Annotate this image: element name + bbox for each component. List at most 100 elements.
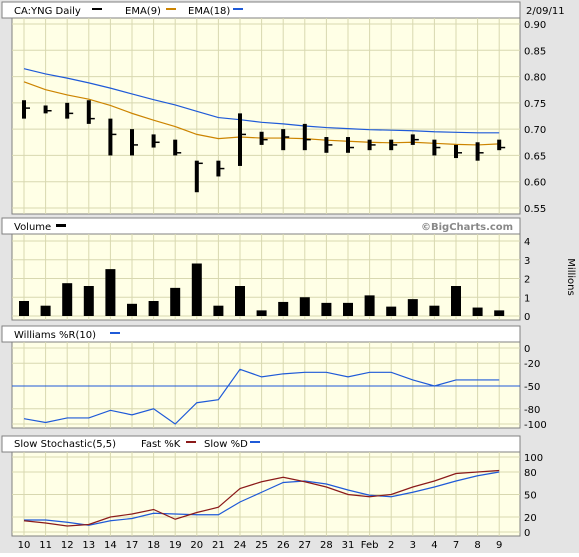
price-bar xyxy=(475,142,480,161)
price-bar xyxy=(281,129,286,151)
symbol-label: CA:YNG Daily xyxy=(14,6,81,17)
price-bar xyxy=(130,129,134,156)
slow-d-label: Slow %D xyxy=(204,439,248,450)
x-tick-label: 31 xyxy=(342,540,355,551)
price-bar xyxy=(22,100,26,119)
x-tick-label: Feb xyxy=(361,540,379,551)
volume-bar xyxy=(83,286,94,316)
volume-bar xyxy=(170,287,181,316)
volume-legend-swatch xyxy=(56,224,66,227)
volume-bar xyxy=(148,301,159,316)
volume-bar xyxy=(429,305,440,316)
price-bar xyxy=(238,113,242,166)
ema18-line xyxy=(23,68,500,134)
williams-tick-label: -50 xyxy=(524,382,540,393)
williams-panel xyxy=(11,341,521,429)
volume-unit-label: Millions xyxy=(565,258,576,295)
williams-label: Williams %R(10) xyxy=(14,330,96,341)
x-tick-label: 8 xyxy=(474,540,480,551)
price-tick-label: 0.55 xyxy=(524,204,546,215)
stoch-grid xyxy=(12,452,520,536)
x-tick-label: 13 xyxy=(82,540,95,551)
x-tick-label: 17 xyxy=(126,540,139,551)
volume-bar xyxy=(256,310,267,316)
volume-tick-label: 2 xyxy=(524,275,530,286)
x-tick-label: 7 xyxy=(453,540,459,551)
price-bar xyxy=(194,160,199,193)
williams-tick-label: 0 xyxy=(524,344,530,355)
price-bar xyxy=(454,144,458,159)
watermark: ©BigCharts.com xyxy=(421,222,513,233)
price-bar xyxy=(173,139,178,156)
volume-tick-label: 4 xyxy=(524,237,530,248)
price-legend-swatch xyxy=(92,8,102,10)
price-bar xyxy=(346,137,350,153)
volume-bar xyxy=(299,297,310,316)
volume-bar xyxy=(451,286,461,316)
ema9-label: EMA(9) xyxy=(125,6,161,17)
williams-tick-label: -20 xyxy=(524,359,540,370)
price-tick-label: 0.90 xyxy=(524,20,546,31)
price-tick-label: 0.70 xyxy=(524,125,546,136)
price-bar xyxy=(497,139,502,151)
williams-line xyxy=(23,368,500,425)
x-tick-label: 26 xyxy=(277,540,290,551)
volume-bar xyxy=(386,306,397,316)
volume-bar xyxy=(472,307,483,316)
volume-panel xyxy=(11,233,521,321)
x-tick-label: 19 xyxy=(169,540,182,551)
volume-bar xyxy=(19,301,29,316)
volume-bar xyxy=(191,263,202,316)
stoch-tick-label: 80 xyxy=(524,468,537,479)
volume-bar xyxy=(494,310,505,316)
x-tick-label: 18 xyxy=(147,540,160,551)
slow-d-legend-swatch xyxy=(250,441,260,443)
volume-bar xyxy=(105,269,116,316)
price-tick-label: 0.60 xyxy=(524,178,546,189)
volume-bar xyxy=(213,305,224,316)
x-tick-label: 3 xyxy=(410,540,416,551)
ema18-label: EMA(18) xyxy=(188,6,230,17)
price-bar xyxy=(43,105,48,114)
x-tick-label: 27 xyxy=(298,540,311,551)
volume-bars xyxy=(19,263,505,316)
price-bar xyxy=(302,123,307,151)
volume-bar xyxy=(278,301,289,316)
volume-bar xyxy=(40,305,51,316)
volume-bar xyxy=(343,302,353,316)
chart-date: 2/09/11 xyxy=(526,6,565,17)
x-axis: 10 11 12 13 14 17 18 19 20 21 24 25 26 27 28 31 Feb 2 3 4 7 8… xyxy=(18,540,503,551)
volume-bar xyxy=(62,283,73,316)
stoch-tick-label: 0 xyxy=(524,528,530,539)
x-tick-label: 28 xyxy=(320,540,333,551)
volume-bar xyxy=(364,295,375,316)
price-grid xyxy=(12,18,520,214)
fast-k-legend-swatch xyxy=(186,441,196,443)
price-bar xyxy=(86,100,91,124)
ema9-legend-swatch xyxy=(166,8,176,10)
price-tick-label: 0.75 xyxy=(524,99,546,110)
x-tick-label: 2 xyxy=(388,540,394,551)
williams-legend-swatch xyxy=(110,332,120,334)
price-bar xyxy=(65,102,70,119)
williams-tick-label: -80 xyxy=(524,405,540,416)
stoch-tick-label: 20 xyxy=(524,513,537,524)
volume-bar xyxy=(127,303,137,316)
x-tick-label: 11 xyxy=(39,540,52,551)
ema18-legend-swatch xyxy=(233,8,243,10)
price-bar xyxy=(151,134,156,148)
price-bar xyxy=(108,118,113,156)
price-bar xyxy=(259,131,264,145)
price-tick-label: 0.65 xyxy=(524,151,546,162)
x-tick-label: 20 xyxy=(190,540,203,551)
x-tick-label: 14 xyxy=(104,540,117,551)
williams-marks xyxy=(12,368,520,425)
x-tick-label: 9 xyxy=(496,540,502,551)
williams-y-axis: 0 -20 -50 -80 -100 xyxy=(524,344,547,431)
stoch-marks xyxy=(23,469,500,527)
volume-tick-label: 1 xyxy=(524,293,530,304)
volume-bar xyxy=(321,302,332,316)
x-tick-label: 4 xyxy=(431,540,437,551)
